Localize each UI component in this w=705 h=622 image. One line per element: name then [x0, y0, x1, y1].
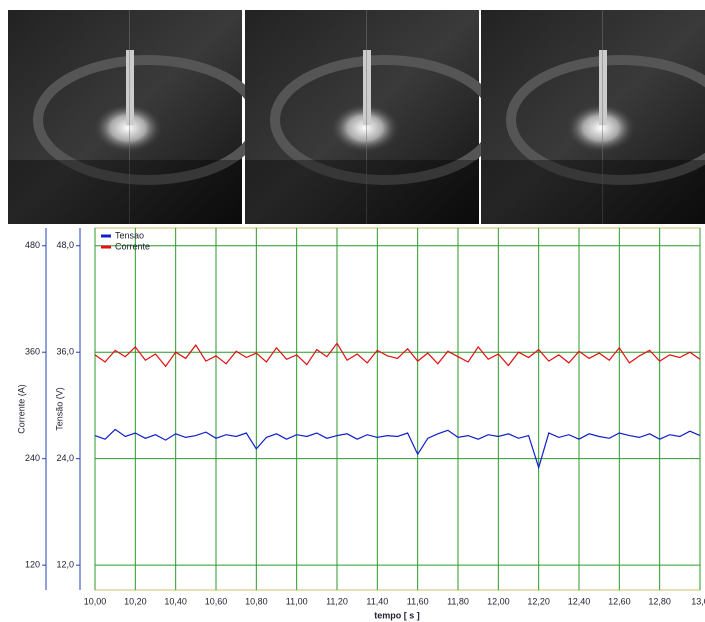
x-tick-label: 10,00: [84, 596, 107, 606]
x-tick-label: 11,00: [286, 596, 308, 606]
x-tick-label: 10,60: [205, 596, 228, 606]
x-tick-label: 11,20: [326, 596, 348, 606]
photo: [481, 10, 705, 224]
series-line: [94, 428, 701, 470]
legend-label: Tensao: [115, 230, 144, 240]
y2-label: Tensão (V): [54, 387, 64, 431]
photo: [245, 10, 495, 224]
legend-swatch: [101, 234, 111, 238]
y-tick-label: 120: [25, 560, 40, 570]
x-tick-label: 12,40: [568, 596, 591, 606]
y-tick-label: 240: [25, 453, 40, 463]
x-tick-label: 10,80: [245, 596, 268, 606]
y-tick-label: 360: [25, 347, 40, 357]
legend-label: Corrente: [115, 241, 150, 251]
legend-swatch: [101, 245, 111, 249]
y-tick-label: 480: [25, 240, 40, 250]
x-tick-label: 11,80: [447, 596, 469, 606]
x-tick-label: 12,80: [648, 596, 671, 606]
x-tick-label: 12,20: [527, 596, 550, 606]
plot-area: [94, 227, 701, 591]
photos: [8, 10, 705, 224]
x-label: tempo [ s ]: [374, 610, 420, 620]
x-tick-label: 11,60: [407, 596, 429, 606]
x-tick-label: 12,00: [487, 596, 510, 606]
x-tick-label: 13,0: [691, 596, 705, 606]
y2-tick-label: 48,0: [56, 240, 74, 250]
y2-tick-label: 12,0: [56, 560, 74, 570]
x-tick-label: 10,40: [164, 596, 187, 606]
x-tick-label: 11,40: [366, 596, 388, 606]
photo: [8, 10, 258, 224]
y2-tick-label: 24,0: [56, 453, 74, 463]
y-label: Corrente (A): [16, 384, 26, 434]
x-tick-label: 12,60: [608, 596, 631, 606]
y2-tick-label: 36,0: [56, 347, 74, 357]
series-line: [94, 342, 701, 368]
x-tick-label: 10,20: [124, 596, 147, 606]
